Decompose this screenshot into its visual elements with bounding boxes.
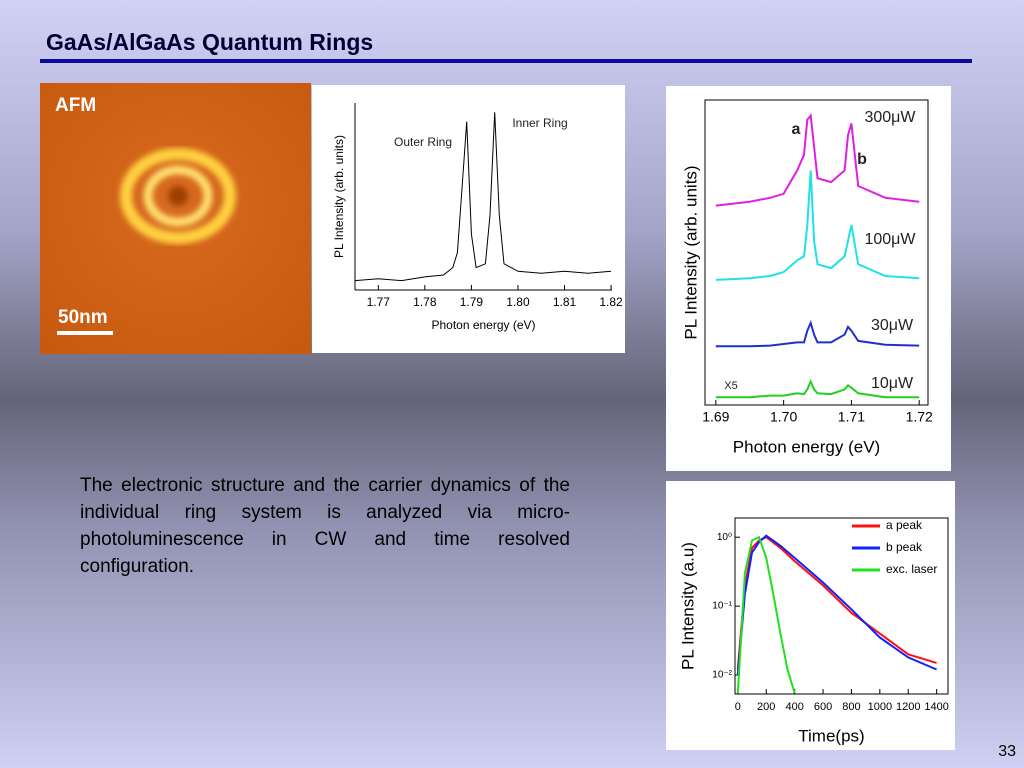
x-tick-label: 400 xyxy=(785,701,803,713)
x-tick-label: 1.82 xyxy=(599,295,623,309)
x-tick-label: 1200 xyxy=(896,701,920,713)
y-tick-label: 10⁻² xyxy=(712,670,732,681)
x-axis-label: Photon energy (eV) xyxy=(431,318,535,332)
x-tick-label: 1000 xyxy=(868,701,892,713)
x-tick-label: 1.70 xyxy=(770,409,797,425)
series-label: 100μW xyxy=(864,231,916,248)
y-tick-label: 10⁻¹ xyxy=(712,601,732,612)
y-axis-label: PL Intensity (arb. units) xyxy=(681,165,700,339)
series-label: 10μW xyxy=(871,375,914,392)
annotation: a xyxy=(792,121,801,138)
series-label: 30μW xyxy=(871,317,914,334)
x-tick-label: 0 xyxy=(735,701,741,713)
x-tick-label: 1.79 xyxy=(460,295,484,309)
afm-label: AFM xyxy=(55,95,96,116)
data-line xyxy=(354,112,612,282)
data-line xyxy=(736,534,937,676)
x-tick-label: 200 xyxy=(757,701,775,713)
page-number: 33 xyxy=(998,743,1016,760)
x-tick-label: 1.69 xyxy=(702,409,729,425)
y-axis-label: PL Intensity (a.u) xyxy=(678,542,697,670)
chart-panel xyxy=(666,86,951,471)
data-line xyxy=(715,378,920,399)
legend-label: a peak xyxy=(886,518,923,532)
title-rule xyxy=(40,59,972,63)
x-tick-label: 1.80 xyxy=(506,295,530,309)
afm-ring xyxy=(120,148,236,244)
data-line xyxy=(736,535,796,694)
scale-bar-label: 50nm xyxy=(58,307,108,328)
x-tick-label: 1.71 xyxy=(838,409,865,425)
legend-label: exc. laser xyxy=(886,562,937,576)
x-tick-label: 1.72 xyxy=(906,409,933,425)
data-line xyxy=(715,319,920,348)
legend-label: b peak xyxy=(886,540,923,554)
scale-bar xyxy=(57,331,113,335)
x-axis-label: Photon energy (eV) xyxy=(733,437,880,456)
plot-frame xyxy=(704,99,929,406)
x-tick-label: 1.81 xyxy=(553,295,577,309)
x-tick-label: 1400 xyxy=(924,701,948,713)
annotation: Inner Ring xyxy=(512,116,567,130)
annotation: Outer Ring xyxy=(394,135,452,149)
chart-panel xyxy=(666,481,955,750)
data-line xyxy=(715,170,920,281)
y-axis-label: PL Intensity (arb. units) xyxy=(332,135,346,258)
x-tick-label: 800 xyxy=(842,701,860,713)
annotation: b xyxy=(857,151,867,168)
y-tick-label: 10⁰ xyxy=(717,532,732,543)
x-tick-label: 1.78 xyxy=(413,295,437,309)
slide-title: GaAs/AlGaAs Quantum Rings xyxy=(46,29,373,55)
x-tick-label: 600 xyxy=(814,701,832,713)
data-line xyxy=(715,113,920,207)
series-label: 300μW xyxy=(864,109,916,126)
x-axis-label: Time(ps) xyxy=(798,726,864,745)
body-text: The electronic structure and the carrier… xyxy=(80,475,570,577)
chart-panel xyxy=(312,85,625,353)
x-tick-label: 1.77 xyxy=(367,295,391,309)
annotation: X5 xyxy=(724,380,737,392)
